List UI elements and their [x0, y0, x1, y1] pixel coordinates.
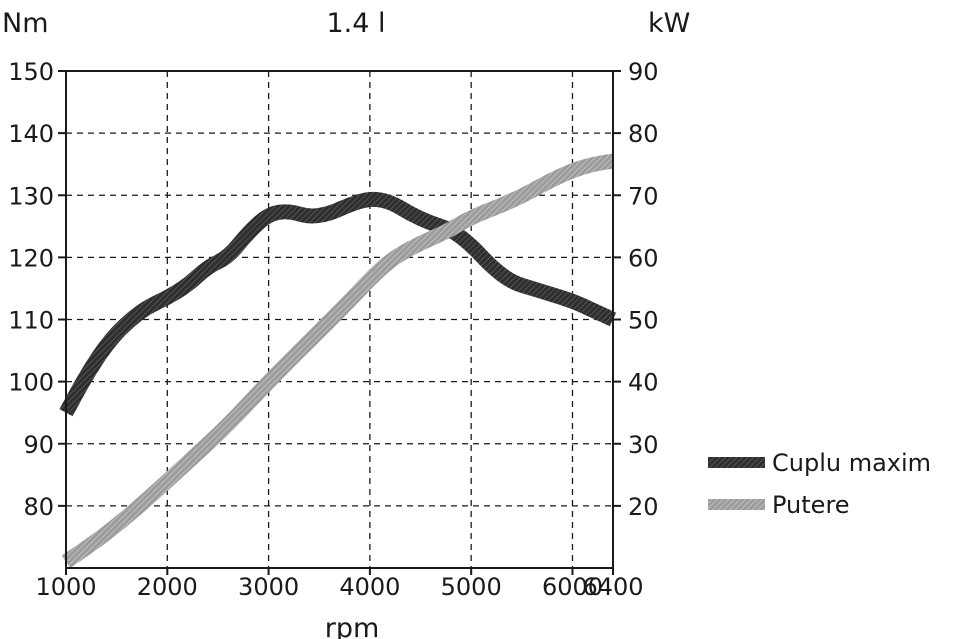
right-y-axis: 20 30 40 50 60 70 80 90	[613, 58, 659, 521]
y-left-tick-label-1: 90	[23, 431, 54, 459]
y-right-tick-label-7: 90	[628, 58, 659, 86]
x-tick-label-6: 6400	[582, 573, 643, 601]
right-axis-unit: kW	[648, 8, 690, 39]
left-axis-unit: Nm	[2, 8, 49, 39]
y-left-tick-label-4: 120	[8, 244, 54, 272]
left-y-axis: 80 90 100 110 120 130 140 150	[8, 58, 66, 521]
y-left-tick-label-0: 80	[23, 493, 54, 521]
y-right-tick-label-0: 20	[628, 493, 659, 521]
legend-label-cuplu-maxim: Cuplu maxim	[772, 449, 931, 477]
y-left-tick-label-5: 130	[8, 182, 54, 210]
series-layer	[59, 153, 617, 568]
y-left-tick-label-2: 100	[8, 369, 54, 397]
x-tick-label-3: 4000	[339, 573, 400, 601]
chart-title: 1.4 l	[326, 8, 385, 39]
x-tick-label-2: 3000	[238, 573, 299, 601]
y-right-tick-label-2: 40	[628, 369, 659, 397]
legend: Cuplu maxim Putere	[708, 449, 931, 519]
y-left-tick-label-6: 140	[8, 120, 54, 148]
y-right-tick-label-3: 50	[628, 307, 659, 335]
y-left-tick-label-3: 110	[8, 307, 54, 335]
series-line-cuplu-maxim	[59, 191, 617, 417]
x-tick-label-5: 6000	[542, 573, 603, 601]
x-axis-label: rpm	[325, 613, 380, 639]
legend-swatch-putere	[708, 499, 765, 510]
y-right-tick-label-5: 70	[628, 182, 659, 210]
legend-swatch-cuplu-maxim	[708, 457, 765, 468]
y-right-tick-label-6: 80	[628, 120, 659, 148]
x-tick-label-0: 1000	[35, 573, 96, 601]
x-tick-label-1: 2000	[137, 573, 198, 601]
y-right-tick-label-1: 30	[628, 431, 659, 459]
x-tick-label-4: 5000	[441, 573, 502, 601]
legend-label-putere: Putere	[772, 491, 850, 519]
y-right-tick-label-4: 60	[628, 244, 659, 272]
y-left-tick-label-7: 150	[8, 58, 54, 86]
series-line-putere	[61, 153, 615, 568]
